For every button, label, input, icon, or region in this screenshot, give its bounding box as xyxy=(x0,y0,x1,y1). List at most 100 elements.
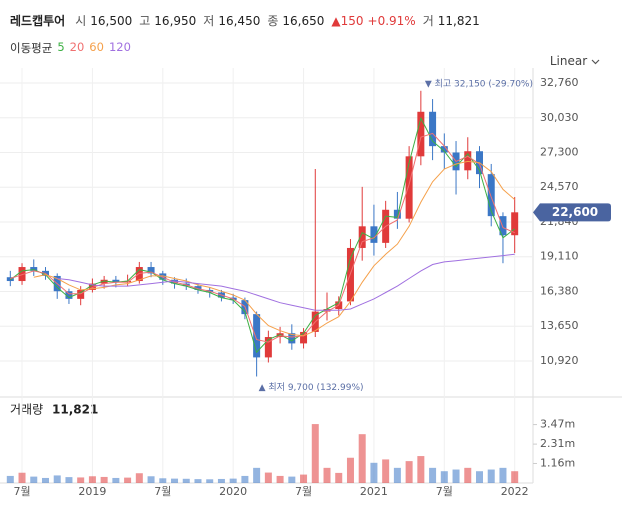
price-tag-label: 22,600 xyxy=(552,205,598,219)
open-label: 시 xyxy=(75,14,87,28)
volume-bar xyxy=(65,477,73,483)
legend-title: 이동평균 xyxy=(10,41,53,55)
y-tick-label: 27,300 xyxy=(540,146,579,159)
annotation: ▲ 최저 9,700 (132.99%) xyxy=(259,382,364,393)
volume-bar xyxy=(499,467,507,483)
x-tick-label: 2020 xyxy=(219,485,247,498)
volume-bar xyxy=(217,478,225,483)
volume-bar xyxy=(100,476,108,483)
volume-bar xyxy=(393,467,401,483)
volume-bar xyxy=(206,479,214,483)
x-tick-label: 7월 xyxy=(295,485,312,498)
candle-body xyxy=(487,174,495,217)
volume-bar xyxy=(405,461,413,483)
volume-bar xyxy=(135,473,143,483)
ma-legend: 이동평균 5 20 60 120 xyxy=(10,40,131,56)
low-value: 16,450 xyxy=(218,14,261,28)
ma-line xyxy=(57,253,515,311)
x-tick-label: 2022 xyxy=(501,485,529,498)
x-tick-label: 2019 xyxy=(78,485,106,498)
volume-bar xyxy=(112,477,120,483)
y-tick-label: 3.47m xyxy=(540,418,575,431)
quote-header: 레드캡투어 시 16,500 고 16,950 저 16,450 종 16,650 ▲1… xyxy=(10,12,483,29)
y-tick-label: 30,030 xyxy=(540,111,579,124)
candle-body xyxy=(393,209,401,219)
y-tick-label: 32,760 xyxy=(540,76,579,89)
volume-bar xyxy=(487,469,495,483)
volume-bar xyxy=(194,479,202,483)
candle-body xyxy=(88,283,96,290)
scale-dropdown[interactable]: Linear xyxy=(550,54,600,68)
candle-body xyxy=(429,111,437,147)
candle-body xyxy=(440,146,448,153)
volume-title-value: 11,821 xyxy=(52,403,98,417)
volume-bar xyxy=(346,457,354,483)
volume-bar xyxy=(276,475,284,483)
volume-bar xyxy=(382,459,390,483)
open-value: 16,500 xyxy=(90,14,133,28)
y-tick-label: 13,650 xyxy=(540,319,579,332)
candle-body xyxy=(264,337,272,358)
volume-bar xyxy=(323,467,331,483)
ma-line xyxy=(33,160,516,337)
y-tick-label: 16,380 xyxy=(540,284,579,297)
change-pct: +0.91% xyxy=(367,14,416,28)
price-tag xyxy=(533,203,611,222)
volume-bar xyxy=(300,474,308,483)
volume-bar xyxy=(452,469,460,483)
y-tick-label: 19,110 xyxy=(540,250,579,263)
close-label: 종 xyxy=(267,14,279,28)
stock-name: 레드캡투어 xyxy=(10,14,66,28)
legend-entry: 20 xyxy=(69,40,85,54)
volume-bar xyxy=(264,472,272,483)
scale-label: Linear xyxy=(549,54,588,68)
volume-bar xyxy=(6,475,14,483)
candle-body xyxy=(77,289,85,299)
change: ▲150 xyxy=(331,14,364,28)
volume-bar xyxy=(429,467,437,483)
candle-body xyxy=(288,333,296,344)
candle-body xyxy=(147,267,155,274)
legend-entry: 60 xyxy=(89,40,104,54)
volume-title: 거래량 xyxy=(10,403,43,417)
close-value: 16,650 xyxy=(282,14,325,28)
volume-bar xyxy=(182,478,190,483)
low-label: 저 xyxy=(203,14,215,28)
volume-bar xyxy=(88,476,96,483)
y-tick-label: 10,920 xyxy=(540,354,579,367)
volume-bar xyxy=(41,477,49,483)
x-tick-label: 2021 xyxy=(360,485,388,498)
candle-body xyxy=(30,267,38,271)
candle-body xyxy=(511,212,519,236)
ma-line xyxy=(10,132,515,343)
candle-body xyxy=(253,314,261,358)
volume-bar xyxy=(417,456,425,483)
candle-body xyxy=(100,279,108,284)
volume-bar xyxy=(147,476,155,483)
volume-bar xyxy=(171,478,179,483)
volume-bar xyxy=(253,467,261,483)
high-label: 고 xyxy=(139,14,151,28)
chevron xyxy=(591,59,600,65)
volume-bar xyxy=(124,477,132,483)
candle-body xyxy=(405,156,413,219)
volume-bar xyxy=(241,475,249,483)
x-tick-label: 7월 xyxy=(436,485,453,498)
candle-body xyxy=(276,333,284,338)
candle-body xyxy=(464,151,472,171)
volume-bar xyxy=(288,476,296,483)
ma-line xyxy=(9,116,516,354)
volume-bar xyxy=(53,475,61,483)
candle-body xyxy=(499,216,507,236)
volume-bar xyxy=(30,476,38,483)
volume-bar xyxy=(77,477,85,483)
volume-bar xyxy=(464,467,472,483)
candle-body xyxy=(171,279,179,284)
x-tick-label: 7월 xyxy=(154,485,171,498)
volume-bar xyxy=(159,478,167,483)
y-tick-label: 2.31m xyxy=(540,437,575,450)
annotation: ▼ 최고 32,150 (-29.70%) xyxy=(425,78,533,89)
volume-bar xyxy=(229,478,237,483)
volume-bar xyxy=(370,462,378,483)
